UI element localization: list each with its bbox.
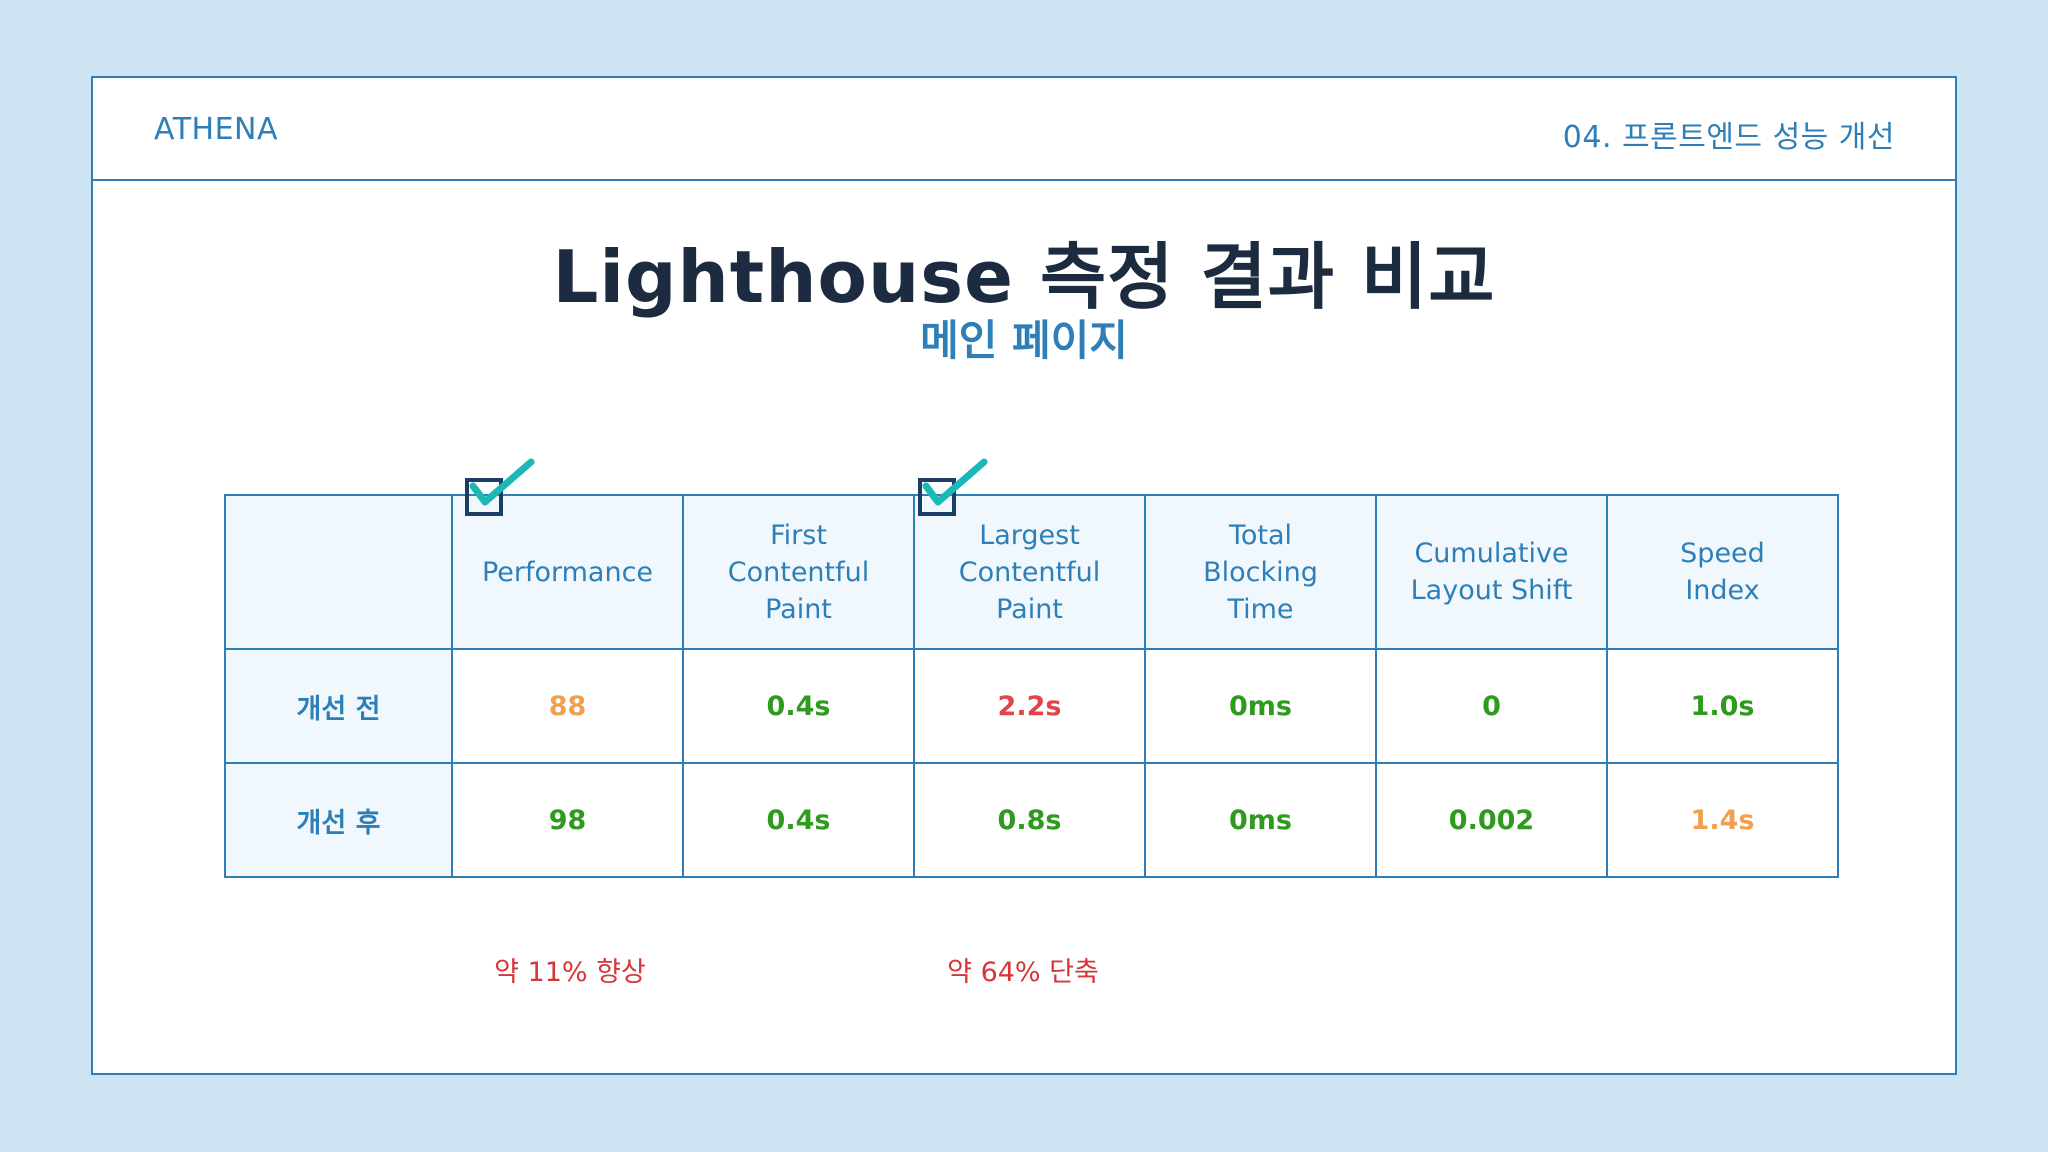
table-header-fcp: First Contentful Paint bbox=[682, 494, 915, 650]
page-subtitle: 메인 페이지 bbox=[920, 316, 1128, 365]
cell-after-si: 1.4s bbox=[1606, 762, 1839, 878]
cell-before-fcp: 0.4s bbox=[682, 648, 915, 764]
table-header-performance: Performance bbox=[451, 494, 684, 650]
table-header-tbt-label: Total Blocking Time bbox=[1203, 519, 1318, 625]
checkbox-checked-icon bbox=[918, 458, 988, 516]
table-header-fcp-label: First Contentful Paint bbox=[727, 519, 870, 625]
slide-header: ATHENA 04. 프론트엔드 성능 개선 bbox=[93, 78, 1955, 181]
table-header-tbt: Total Blocking Time bbox=[1144, 494, 1377, 650]
cell-after-performance: 98 bbox=[451, 762, 684, 878]
table-header-row: Performance First Contentful Paint Large… bbox=[224, 494, 1839, 650]
lighthouse-results-table: Performance First Contentful Paint Large… bbox=[224, 494, 1839, 878]
cell-before-tbt: 0ms bbox=[1144, 648, 1377, 764]
table-row: 개선 후 98 0.4s 0.8s 0ms 0.002 1.4s bbox=[224, 762, 1839, 878]
table-header-si-label: Speed Index bbox=[1680, 538, 1765, 606]
lcp-improvement-note: 약 64% 단축 bbox=[947, 957, 1099, 988]
table-header-lcp: Largest Contentful Paint bbox=[913, 494, 1146, 650]
cell-after-lcp: 0.8s bbox=[913, 762, 1146, 878]
cell-before-lcp: 2.2s bbox=[913, 648, 1146, 764]
table-row: 개선 전 88 0.4s 2.2s 0ms 0 1.0s bbox=[224, 648, 1839, 764]
row-label-before: 개선 전 bbox=[224, 648, 453, 764]
table-header-cls-label: Cumulative Layout Shift bbox=[1410, 538, 1573, 606]
cell-before-cls: 0 bbox=[1375, 648, 1608, 764]
slide: ATHENA 04. 프론트엔드 성능 개선 Lighthouse 측정 결과 … bbox=[91, 76, 1957, 1075]
section-label: 04. 프론트엔드 성능 개선 bbox=[1562, 120, 1895, 155]
row-label-after: 개선 후 bbox=[224, 762, 453, 878]
cell-after-fcp: 0.4s bbox=[682, 762, 915, 878]
table-header-lcp-label: Largest Contentful Paint bbox=[958, 519, 1101, 625]
table-header-empty bbox=[224, 494, 453, 650]
brand-label: ATHENA bbox=[154, 112, 278, 147]
table-header-si: Speed Index bbox=[1606, 494, 1839, 650]
table-header-cls: Cumulative Layout Shift bbox=[1375, 494, 1608, 650]
cell-after-tbt: 0ms bbox=[1144, 762, 1377, 878]
page-title: Lighthouse 측정 결과 비교 bbox=[552, 235, 1496, 319]
cell-after-cls: 0.002 bbox=[1375, 762, 1608, 878]
cell-before-si: 1.0s bbox=[1606, 648, 1839, 764]
cell-before-performance: 88 bbox=[451, 648, 684, 764]
checkbox-checked-icon bbox=[465, 458, 535, 516]
performance-improvement-note: 약 11% 향상 bbox=[494, 957, 646, 988]
